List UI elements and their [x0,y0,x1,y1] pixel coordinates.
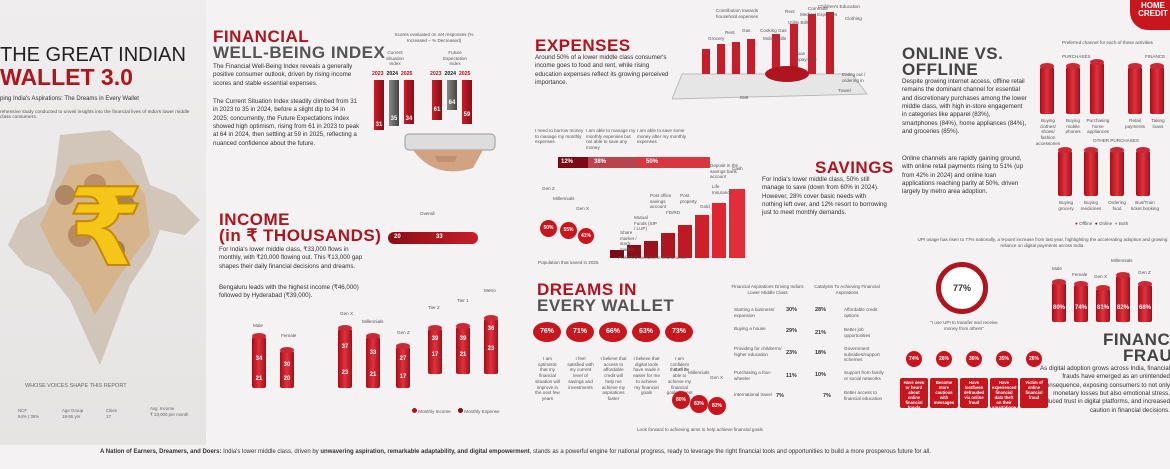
hand-phone-illustration [404,133,496,172]
inst-caption: Preferred investment instruments [618,255,686,260]
savings-stair-chart [610,189,745,258]
income-title-1: INCOME [219,210,290,229]
income-para-2: Bengaluru leads with the highest income … [219,284,359,300]
online-para-1: Despite growing internet access, offline… [902,78,1027,136]
sav-genz: 50% [540,220,557,237]
fut-2025: 59 [463,112,471,118]
sav-mill: 55% [560,222,577,239]
dream-66: 66% [599,322,627,342]
income-title-2: (in ₹ THOUSANDS) [219,226,382,245]
whose-voices-label: WHOSE VOICES SHAPE THIS REPORT [25,383,127,389]
wellbeing-para-2: The Current Situation Index steadily cli… [213,98,360,147]
upi-caption: UPI usage has risen to 77% nationally, a… [917,237,1168,248]
borrow-q1: I need to borrow money to manage my mont… [535,128,584,145]
expenses-3d-chart [672,12,868,100]
expenses-title: EXPENSES [535,36,631,55]
overall-income: 33 [436,234,443,240]
online-legend: ● Offline ● Online ● Both [1075,221,1129,226]
home-credit-logo: HOME CREDIT [1130,0,1170,30]
hero-description: rehensive study conducted to unveil insi… [0,110,190,120]
borrow-50: 50% [638,157,710,168]
online-title-2: OFFLINE [902,60,979,79]
cur-2023: 31 [375,122,383,128]
legend-income: Monthly Income [412,408,451,415]
footer: A Nation of Earners, Dreamers, and Doers… [0,445,1170,469]
borrow-12: 12% [558,157,588,168]
upi-donut: 77% [936,262,988,314]
current-index-label: Current Situation Index [386,50,404,67]
income-para-1: For India's lower middle class, ₹33,000 … [219,246,363,270]
stat-cities: Cities 17 [106,408,117,419]
overall-label: Overall [420,211,435,216]
dream-63: 63% [632,322,660,342]
fraud-title-2: FRAUD [1123,346,1170,365]
hero-title-line2: WALLET 3.0 [0,64,133,90]
dreams-gen-caption: Look forward to achieving aims to help a… [637,427,763,432]
fut-2024: 64 [448,100,456,106]
future-index-label: Future Expectation Index [442,50,467,67]
dreams-title-1: DREAMS IN [537,280,637,299]
overall-expense: 20 [394,234,401,240]
online-para-2: Online channels are rapidly gaining grou… [902,155,1024,196]
borrow-q2: I am able to manage my monthly expenses … [586,128,636,151]
borrow-q3: I am able to save some money after my mo… [637,128,687,145]
wellbeing-para-1: The Financial Well-Being Index reveals a… [213,63,353,87]
dream-71: 71% [566,322,594,342]
fraud-para: As digital adoption grows across India, … [1040,365,1170,414]
legend-expense: Monthly Expense [458,408,500,415]
dreams-title-2: EVERY WALLET [537,296,675,315]
stat-age: Age Group 18-55 yrs [62,408,84,419]
savings-title: SAVINGS [815,158,894,177]
hero-title-line1: THE GREAT INDIAN [0,44,186,66]
borrow-38: 38% [588,157,638,168]
exp-tag-household: Contribution towards household expenses [715,8,759,19]
year-labels-current: 2023 2024 2025 [372,71,413,77]
year-labels-future: 2023 2024 2025 [430,71,471,77]
sav-gen-caption: Population that saved in 2025 [538,260,599,265]
savings-para: For India's lower middle class, 50% stil… [762,176,887,217]
upi-quote: "I use UPI to transfer and receive money… [930,320,998,331]
wellbeing-chart-caption: Scores evaluated on net responses (% Inc… [394,32,474,43]
rupee-icon: ₹ [68,166,143,291]
sav-genx: 41% [578,228,594,244]
cur-2024: 35 [390,116,398,122]
hero-subtitle: ping India's Aspirations: The Dreams in … [0,96,139,102]
stat-avg-income: Avg. Income ₹ 33,000 per month [150,406,189,417]
stat-ncf: NCF 64% | 36% [18,408,40,419]
india-map-illustration: ₹ [8,130,200,365]
cur-2025: 34 [405,116,413,122]
wellbeing-title-2: WELL-BEING INDEX [213,43,386,62]
dream-76: 76% [533,322,561,342]
online-title-1: ONLINE VS. [902,44,1004,63]
wellbeing-title-1: FINANCIAL [213,27,310,46]
fut-2023: 61 [433,107,441,113]
expenses-para: Around 50% of a lower middle class consu… [535,54,669,87]
dream-73: 73% [665,322,693,342]
fraud-title-1: FINANCIA [1103,330,1170,349]
